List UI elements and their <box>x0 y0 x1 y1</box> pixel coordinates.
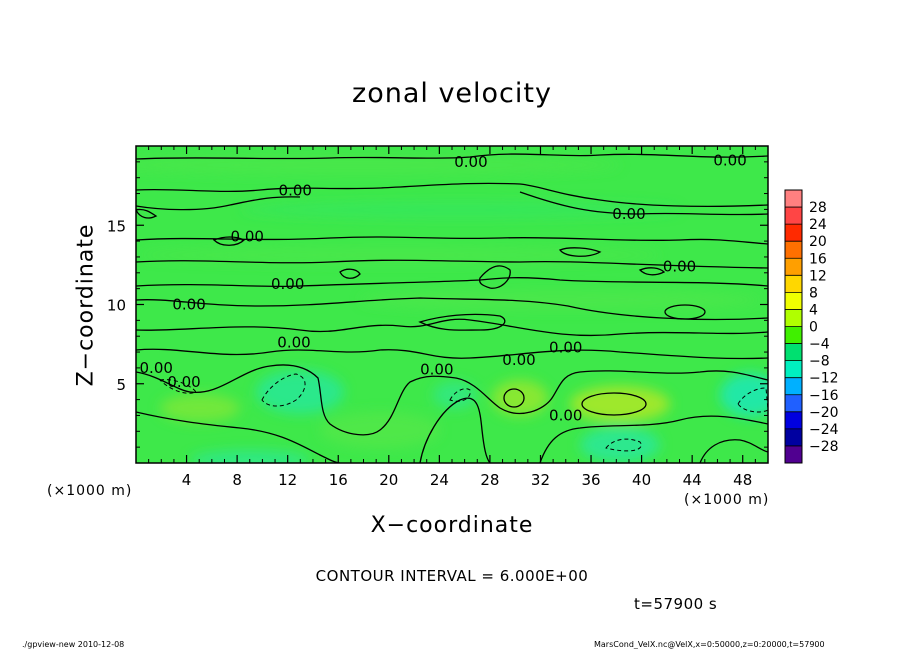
colorbar-segment <box>785 343 802 362</box>
colorbar-label: 24 <box>809 217 827 233</box>
colorbar-label: −8 <box>809 354 830 370</box>
contour-label: 0.00 <box>612 205 645 223</box>
colorbar-segment <box>785 207 802 225</box>
colorbar-label: −16 <box>809 388 839 404</box>
colorbar-segment <box>785 394 802 413</box>
contour-label: 0.00 <box>140 359 173 377</box>
contour-label: 0.00 <box>502 351 535 369</box>
colorbar-label: 4 <box>809 302 818 318</box>
colorbar-label: 16 <box>809 251 827 267</box>
contour-label: 0.00 <box>231 227 264 245</box>
contour-label: 0.00 <box>420 360 453 378</box>
colorbar-label: −20 <box>809 405 839 421</box>
colorbar-label: 8 <box>809 285 818 301</box>
colorbar-label: 20 <box>809 234 827 250</box>
x-tick-label: 4 <box>182 471 192 489</box>
contour-lines <box>136 153 768 463</box>
colorbar-segment <box>785 190 802 208</box>
y-tick-label: 10 <box>107 297 126 315</box>
field-shading <box>136 155 768 463</box>
y-axis-label: Z−coordinate <box>73 223 99 387</box>
contour-label: 0.00 <box>277 334 310 352</box>
x-tick-label: 24 <box>430 471 449 489</box>
x-tick-label: 40 <box>632 471 651 489</box>
colorbar-segment <box>785 445 802 464</box>
colorbar-segment <box>785 360 802 379</box>
x-tick-label: 16 <box>329 471 348 489</box>
footer-program-date: ./gpview-new 2010-12-08 <box>22 640 125 649</box>
x-tick-label: 36 <box>581 471 600 489</box>
colorbar-segment <box>785 377 802 396</box>
contour-label: 0.00 <box>549 338 582 356</box>
contour-labels: 0.00 0.000.000.000.000.000.000.000.000.00… <box>140 151 747 424</box>
contour-label: 0.00 <box>454 153 487 171</box>
colorbar-label: −28 <box>809 439 839 455</box>
contour-label: 0.00 <box>271 275 304 293</box>
colorbar-label: −12 <box>809 371 839 387</box>
x-tick-label: 28 <box>480 471 499 489</box>
colorbar-segment <box>785 309 802 327</box>
contour-interval-text: CONTOUR INTERVAL = 6.000E+00 <box>315 567 589 585</box>
contour-label: 0.00 <box>279 181 312 199</box>
x-tick-label: 48 <box>733 471 752 489</box>
contour-label: 0.00 <box>167 373 200 391</box>
contour-label: 0.00 <box>663 257 696 275</box>
colorbar-label: 0 <box>809 320 818 336</box>
footer-data-source: MarsCond_VelX.nc@VelX,x=0:50000,z=0:2000… <box>594 640 825 649</box>
colorbar-segment <box>785 428 802 447</box>
colorbar-label: 28 <box>809 200 827 216</box>
contour-label: 0.00 <box>713 151 746 169</box>
colorbar-segment <box>785 224 802 242</box>
colorbar-label: 12 <box>809 268 827 284</box>
negative-contours <box>158 373 768 452</box>
x-tick-label: 12 <box>278 471 297 489</box>
colorbar-segment <box>785 241 802 259</box>
y-tick-label: 15 <box>107 217 126 235</box>
colorbar-segment <box>785 411 802 430</box>
x-unit-label-right: (×1000 m) <box>684 492 770 508</box>
x-tick-label: 20 <box>379 471 398 489</box>
contour-label: 0.00 <box>172 296 205 314</box>
x-tick-label: 44 <box>683 471 702 489</box>
colorbar-label: −24 <box>809 422 839 438</box>
x-tick-label: 8 <box>232 471 242 489</box>
y-tick-label: 5 <box>116 376 126 394</box>
chart-title: zonal velocity <box>352 78 552 109</box>
colorbar-segment <box>785 258 802 276</box>
x-unit-label-left: (×1000 m) <box>47 483 133 499</box>
colorbar-segment <box>785 326 802 345</box>
x-axis-label: X−coordinate <box>370 513 534 538</box>
x-tick-label: 32 <box>531 471 550 489</box>
colorbar-segment <box>785 275 802 293</box>
contour-label: 0.00 <box>549 406 582 424</box>
time-stamp: t=57900 s <box>634 595 718 613</box>
colorbar-segment <box>785 292 802 310</box>
colorbar-label: −4 <box>809 337 830 353</box>
